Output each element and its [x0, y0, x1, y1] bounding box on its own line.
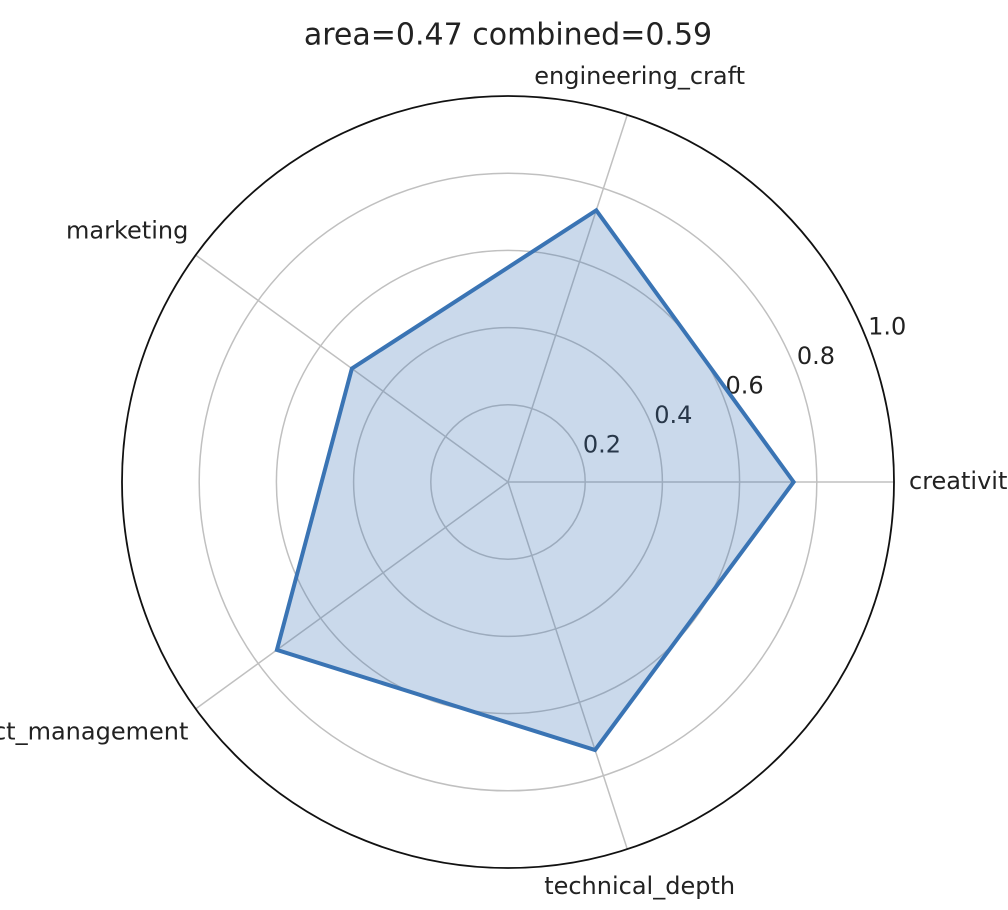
r-tick-label: 0.8 — [797, 342, 835, 370]
r-tick-label: 0.4 — [654, 401, 692, 429]
spoke — [195, 481, 509, 710]
category-label: marketing — [66, 217, 188, 245]
r-tick-label: 0.2 — [583, 431, 621, 459]
category-label: project_management — [0, 717, 188, 745]
category-label: technical_depth — [544, 872, 735, 900]
spoke — [507, 481, 628, 850]
chart-title: area=0.47 combined=0.59 — [304, 18, 712, 53]
spoke — [507, 114, 628, 483]
outer-circle — [121, 95, 895, 869]
category-label: engineering_craft — [534, 62, 745, 90]
r-tick-label: 1.0 — [868, 312, 906, 340]
series-area — [274, 207, 797, 753]
category-label: creativity — [909, 467, 1008, 495]
